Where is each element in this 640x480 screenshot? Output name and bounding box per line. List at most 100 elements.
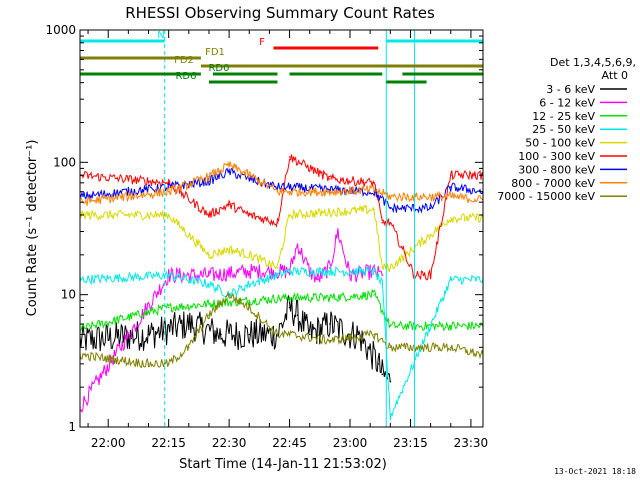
chart-title: RHESSI Observing Summary Count Rates <box>125 4 435 22</box>
series-line-50-100-kev <box>80 204 483 273</box>
vertical-markers <box>80 30 483 427</box>
series-point-25-50-kev <box>349 270 351 273</box>
series-point-50-100-kev <box>288 214 291 216</box>
plot-frame <box>79 29 484 428</box>
legend-title-line1: Det 1,3,4,5,6,9, <box>550 56 636 69</box>
series-point-50-100-kev <box>228 248 230 251</box>
series-point-300-800-kev <box>329 189 331 191</box>
series-point-100-300-kev <box>288 156 291 158</box>
legend-entry-6-12-kev: 6 - 12 keV <box>539 96 595 109</box>
series-point-7000-15000-kev <box>329 339 331 342</box>
series-point-25-50-kev <box>373 270 376 273</box>
series-point-800-7000-kev <box>167 190 170 193</box>
y-tick-label: 1 <box>68 420 76 434</box>
series-point-50-100-kev <box>167 214 170 216</box>
series-line-25-50-kev <box>80 265 483 421</box>
series-point-100-300-kev <box>276 221 279 224</box>
series-point-3-6-kev <box>377 363 380 365</box>
series-point-7000-15000-kev <box>373 333 376 336</box>
series-point-100-300-kev <box>450 174 452 176</box>
flag-label-fd2: FD2 <box>174 55 194 66</box>
series-point-6-12-kev <box>248 270 251 273</box>
series-point-800-7000-kev <box>276 190 279 193</box>
series-point-7000-15000-kev <box>288 333 291 336</box>
series-point-3-6-kev <box>389 380 392 383</box>
series-point-100-300-kev <box>373 182 376 184</box>
series-point-12-25-kev <box>329 296 331 299</box>
flag-label-f: F <box>259 37 265 48</box>
x-tick-label: 23:15 <box>393 436 428 450</box>
series-point-100-300-kev <box>208 214 210 216</box>
x-tick-label: 23:00 <box>333 436 368 450</box>
series-point-300-800-kev <box>228 170 230 173</box>
series-point-300-800-kev <box>167 186 170 188</box>
axis-ticks: 22:00 22:15 22:30 22:45 23:00 23:15 23:30 1 10 10… <box>45 23 488 450</box>
legend-entry-12-25-kev: 12 - 25 keV <box>532 110 595 123</box>
series-point-25-50-kev <box>276 274 279 277</box>
series-point-25-50-kev <box>208 283 210 286</box>
series-point-3-6-kev <box>357 333 359 336</box>
series-point-3-6-kev <box>188 323 190 325</box>
series-point-7000-15000-kev <box>248 306 251 309</box>
y-tick-label: 100 <box>53 155 76 169</box>
series-point-100-300-kev <box>389 221 392 224</box>
series-point-800-7000-kev <box>373 189 376 191</box>
series-point-300-800-kev <box>389 207 392 209</box>
series-point-800-7000-kev <box>450 195 452 198</box>
series-point-3-6-kev <box>147 333 150 336</box>
y-tick-label: 10 <box>61 288 76 302</box>
series-point-50-100-kev <box>248 254 251 256</box>
series-line-100-300-kev <box>80 154 483 281</box>
x-tick-label: 22:15 <box>151 436 186 450</box>
legend-entry-300-800-kev: 300 - 800 keV <box>518 163 595 176</box>
flag-bars: N F FD1 FD2 RD0 RD6 <box>80 30 483 84</box>
series-point-12-25-kev <box>167 306 170 309</box>
series-point-3-6-kev <box>381 373 384 376</box>
series-point-300-800-kev <box>288 186 291 188</box>
legend-entry-800-7000-kev: 800 - 7000 keV <box>511 177 595 190</box>
series-point-100-300-kev <box>248 214 251 216</box>
series-point-3-6-kev <box>308 333 311 336</box>
legend-entry-3-6-kev: 3 - 6 keV <box>546 83 595 96</box>
series-point-6-12-kev <box>381 274 384 277</box>
series-point-50-100-kev <box>389 266 392 269</box>
series-line-12-25-kev <box>80 288 483 333</box>
series-point-7000-15000-kev <box>228 293 230 296</box>
series-point-7000-15000-kev <box>208 314 210 317</box>
series-point-100-300-kev <box>429 274 432 277</box>
series-point-7000-15000-kev <box>167 363 170 365</box>
flag-label-fd1: FD1 <box>205 47 225 58</box>
series-point-100-300-kev <box>228 203 230 206</box>
series-point-7000-15000-kev <box>389 346 392 349</box>
series-point-800-7000-kev <box>208 175 210 178</box>
legend-entry-50-100-kev: 50 - 100 keV <box>525 137 595 150</box>
series-line-7000-15000-kev <box>80 290 483 369</box>
series-point-25-50-kev <box>167 274 170 277</box>
series-point-3-6-kev <box>329 323 331 325</box>
series-line-6-12-kev <box>80 228 383 414</box>
series-point-7000-15000-kev <box>147 363 150 365</box>
series-point-300-800-kev <box>450 186 452 188</box>
flag-label-rd6: RD6 <box>175 71 196 82</box>
series-point-25-50-kev <box>329 270 331 273</box>
x-tick-label: 23:30 <box>454 436 489 450</box>
series-point-3-6-kev <box>288 306 291 309</box>
series-point-7000-15000-kev <box>276 333 279 336</box>
legend-entry-25-50-kev: 25 - 50 keV <box>532 123 595 136</box>
series-point-25-50-kev <box>450 278 452 281</box>
series-point-800-7000-kev <box>248 174 251 176</box>
legend-entry-7000-15000-kev: 7000 - 15000 keV <box>497 190 595 203</box>
series-point-50-100-kev <box>450 217 452 219</box>
series-point-12-25-kev <box>208 303 210 305</box>
series-point-50-100-kev <box>373 208 376 211</box>
series-point-800-7000-kev <box>288 190 291 193</box>
y-tick-label: 1000 <box>45 23 76 37</box>
series-point-12-25-kev <box>373 293 376 296</box>
series-point-300-800-kev <box>276 186 279 188</box>
flag-label-rd0: RD0 <box>208 63 229 74</box>
series-point-12-25-kev <box>248 299 251 302</box>
series-line-800-7000-kev <box>80 161 483 206</box>
